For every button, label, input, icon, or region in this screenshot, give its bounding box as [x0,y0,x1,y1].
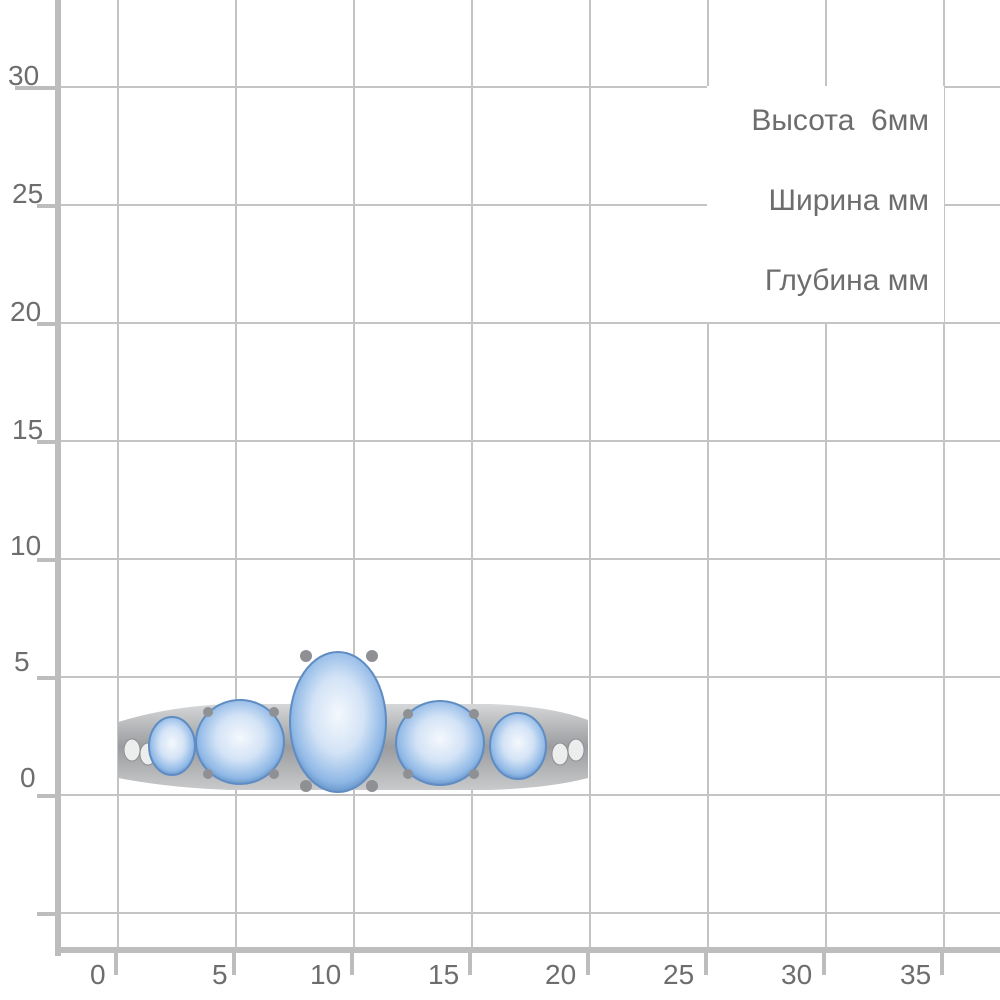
y-label-0: 0 [20,762,36,793]
x-tick [704,953,708,975]
y-tick [37,322,55,326]
width-text: Ширина мм [768,184,929,217]
x-label-15: 15 [428,959,460,990]
y-label-25: 25 [12,178,44,209]
grid-horizontal-line [58,794,1000,796]
x-label-0: 0 [90,959,106,990]
grid-vertical-line [943,0,945,950]
grid-vertical-line [117,0,119,950]
y-tick [37,676,55,680]
blue-stones [148,651,547,793]
y-tick [37,912,55,916]
grid-horizontal-line [58,204,1000,206]
y-tick [37,558,55,562]
y-tick [37,794,55,798]
x-tick [114,953,118,975]
grid-vertical-line [825,0,827,950]
grid-vertical-line [589,0,591,950]
y-tick [37,204,55,208]
depth-text: Глубина мм [764,264,929,297]
stone-medium-right [395,700,485,786]
grid-horizontal-line [58,86,1000,88]
x-tick [350,953,354,975]
prongs [203,650,479,792]
y-label-30: 30 [8,60,40,91]
dimensions-box: Высота 6мм Ширина мм Глубина мм [707,86,944,322]
x-label-5: 5 [212,959,228,990]
x-tick [468,953,472,975]
x-tick [822,953,826,975]
x-label-30: 30 [781,959,813,990]
y-tick [15,86,55,90]
grid-horizontal-line [58,558,1000,560]
x-label-20: 20 [545,959,577,990]
height-text: Высота 6мм [751,104,929,137]
grid-vertical-line [471,0,473,950]
y-label-5: 5 [14,646,30,677]
y-label-10: 10 [10,530,42,561]
x-label-10: 10 [310,959,342,990]
y-label-20: 20 [10,296,42,327]
x-tick [940,953,944,975]
stone-center [289,651,387,793]
grid-horizontal-line [58,676,1000,678]
grid-vertical-line [235,0,237,950]
grid-horizontal-line [58,440,1000,442]
stone-small-left [148,716,196,776]
x-axis [55,947,1000,953]
grid-vertical-line [707,0,709,950]
y-label-15: 15 [12,414,44,445]
x-label-25: 25 [663,959,695,990]
x-tick [586,953,590,975]
x-label-35: 35 [900,959,932,990]
stone-small-right [489,712,547,780]
grid-horizontal-line [58,912,1000,914]
stone-medium-left [195,699,285,785]
ring-image [118,650,588,793]
grid-horizontal-line [58,322,1000,324]
grid-vertical-line [353,0,355,950]
x-tick [232,953,236,975]
y-axis [55,0,61,956]
y-tick [37,440,55,444]
